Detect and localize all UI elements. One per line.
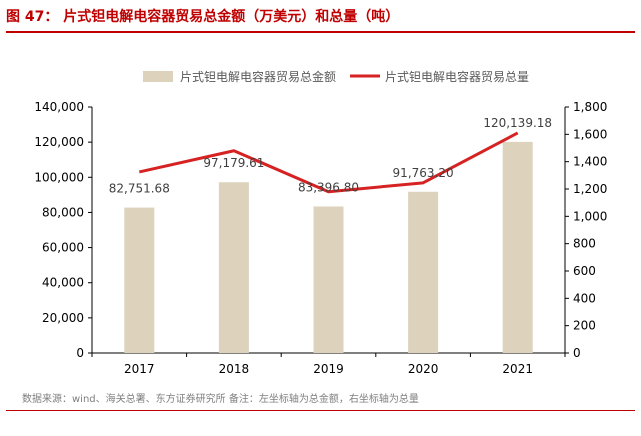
- y-right-tick-label: 800: [573, 237, 596, 251]
- y-left-tick-label: 140,000: [34, 100, 84, 114]
- y-right-tick-label: 200: [573, 319, 596, 333]
- legend: 片式钽电解电容器贸易总金额 片式钽电解电容器贸易总量: [143, 69, 529, 84]
- y-left-tick-label: 20,000: [42, 311, 84, 325]
- bar-value-label: 83,396.80: [298, 180, 359, 194]
- y-right-tick-label: 1,600: [573, 127, 607, 141]
- source-note: 数据来源：wind、海关总署、东方证券研究所 备注：左坐标轴为总金额，右坐标轴为…: [22, 394, 419, 405]
- y-right-tick-label: 1,200: [573, 182, 607, 196]
- y-right-tick-label: 400: [573, 291, 596, 305]
- title-divider: [6, 31, 635, 33]
- bar-2019: [313, 206, 344, 353]
- bar-2021: [502, 141, 533, 353]
- bar-2017: [124, 207, 155, 353]
- x-tick-label: 2018: [219, 362, 250, 376]
- axes: 0 20,000 40,000 60,000 80,000 100,000 120,000 1…: [34, 100, 607, 376]
- volume-line: [138, 131, 519, 194]
- legend-line-label: 片式钽电解电容器贸易总量: [385, 69, 529, 84]
- data-labels: 82,751.68 97,179.61 83,396.80 91,763.20 120,…: [109, 116, 552, 196]
- bar-series: [124, 141, 533, 353]
- bar-2020: [408, 191, 439, 353]
- bar-value-label: 82,751.68: [109, 182, 170, 196]
- y-left-tick-label: 120,000: [34, 135, 84, 149]
- y-right-tick-label: 1,000: [573, 209, 607, 223]
- footer-divider: [6, 410, 635, 411]
- y-left-tick-label: 0: [76, 346, 84, 360]
- y-right-tick-label: 1,800: [573, 100, 607, 114]
- bar-value-label: 120,139.18: [483, 116, 552, 130]
- y-right-tick-label: 1,400: [573, 155, 607, 169]
- figure-title: 图 47： 片式钽电解电容器贸易总金额（万美元）和总量（吨）: [6, 9, 400, 25]
- x-tick-label: 2020: [408, 362, 439, 376]
- bar-value-label: 97,179.61: [203, 156, 264, 170]
- y-left-tick-label: 60,000: [42, 241, 84, 255]
- legend-bar-label: 片式钽电解电容器贸易总金额: [180, 69, 336, 84]
- legend-bar-swatch: [143, 71, 173, 82]
- x-tick-label: 2017: [124, 362, 155, 376]
- y-right-tick-label: 0: [573, 346, 581, 360]
- y-left-tick-label: 100,000: [34, 170, 84, 184]
- y-right-tick-label: 600: [573, 264, 596, 278]
- y-left-tick-label: 40,000: [42, 276, 84, 290]
- y-left-tick-label: 80,000: [42, 205, 84, 219]
- x-tick-label: 2021: [502, 362, 533, 376]
- bar-2018: [218, 182, 249, 353]
- bar-value-label: 91,763.20: [393, 166, 454, 180]
- x-tick-label: 2019: [313, 362, 344, 376]
- line-series: [138, 131, 519, 194]
